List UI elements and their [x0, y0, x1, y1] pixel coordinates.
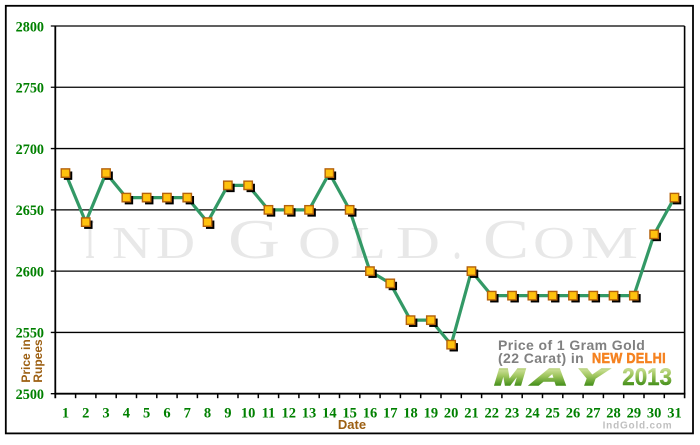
svg-text:16: 16	[363, 405, 378, 421]
svg-text:24: 24	[525, 405, 540, 421]
svg-text:11: 11	[262, 405, 276, 421]
svg-text:29: 29	[627, 405, 642, 421]
svg-text:7: 7	[184, 405, 191, 421]
svg-text:M: M	[495, 365, 526, 390]
svg-text:Price in: Price in	[19, 339, 33, 382]
svg-text:1: 1	[62, 405, 69, 421]
svg-text:22: 22	[485, 405, 500, 421]
svg-text:2013: 2013	[622, 363, 672, 390]
svg-text:23: 23	[505, 405, 520, 421]
svg-text:Date: Date	[338, 417, 366, 432]
svg-text:2700: 2700	[16, 142, 44, 158]
svg-text:26: 26	[566, 405, 581, 421]
svg-text:6: 6	[163, 405, 170, 421]
svg-text:2: 2	[82, 405, 89, 421]
svg-text:9: 9	[224, 405, 231, 421]
svg-text:2750: 2750	[16, 81, 44, 97]
svg-text:25: 25	[545, 405, 560, 421]
svg-text:4: 4	[123, 405, 130, 421]
svg-text:2500: 2500	[16, 387, 44, 403]
svg-text:G: G	[228, 209, 280, 271]
svg-text:15: 15	[342, 405, 357, 421]
svg-text:18: 18	[403, 405, 418, 421]
svg-text:M: M	[581, 217, 638, 268]
svg-text:NEW DELHI: NEW DELHI	[592, 350, 666, 366]
svg-text:D: D	[396, 217, 440, 268]
svg-text:O: O	[533, 217, 575, 268]
svg-text:12: 12	[282, 405, 297, 421]
svg-text:IndGold.com: IndGold.com	[603, 421, 673, 432]
svg-text:2650: 2650	[16, 203, 44, 219]
svg-text:(22 Carat) in: (22 Carat) in	[498, 350, 584, 366]
svg-text:30: 30	[647, 405, 662, 421]
svg-text:A: A	[530, 365, 568, 391]
svg-text:10: 10	[241, 405, 256, 421]
svg-text:14: 14	[322, 405, 337, 421]
svg-text:C: C	[483, 209, 529, 271]
svg-text:28: 28	[606, 405, 621, 421]
svg-text:2550: 2550	[16, 326, 44, 342]
svg-text:Price of 1 Gram Gold: Price of 1 Gram Gold	[498, 337, 645, 353]
svg-text:2600: 2600	[16, 264, 44, 280]
svg-text:Rupees: Rupees	[31, 339, 45, 383]
svg-text:I: I	[85, 209, 95, 271]
svg-text:Y: Y	[577, 365, 610, 391]
svg-text:.: .	[452, 209, 462, 271]
svg-text:13: 13	[302, 405, 317, 421]
svg-text:N: N	[112, 217, 151, 268]
svg-text:21: 21	[464, 405, 479, 421]
svg-text:27: 27	[586, 405, 601, 421]
svg-text:O: O	[298, 217, 341, 268]
svg-text:D: D	[156, 217, 195, 268]
svg-text:19: 19	[424, 405, 439, 421]
svg-text:2800: 2800	[16, 19, 44, 35]
svg-text:8: 8	[204, 405, 211, 421]
svg-text:5: 5	[143, 405, 150, 421]
svg-text:17: 17	[383, 405, 398, 421]
svg-text:31: 31	[667, 405, 682, 421]
svg-text:3: 3	[102, 405, 109, 421]
svg-text:20: 20	[444, 405, 459, 421]
